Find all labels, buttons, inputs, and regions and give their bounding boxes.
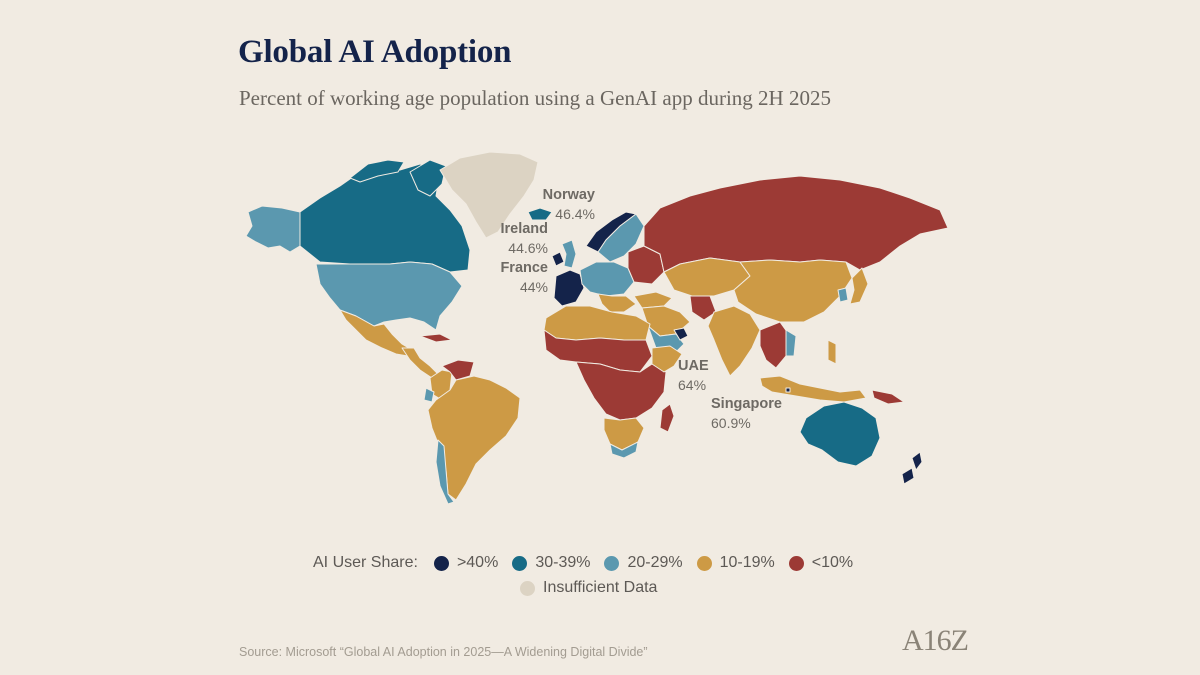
callout-value: 64% — [678, 377, 707, 393]
country-ireland — [551, 251, 565, 267]
region-afghanistan — [689, 295, 717, 321]
callout-value: 44.6% — [508, 240, 548, 256]
region-central-america — [401, 347, 439, 379]
legend-swatch — [696, 555, 712, 571]
legend-item-label: <10% — [811, 554, 854, 571]
region-central-africa — [575, 361, 667, 421]
legend-title: AI User Share: — [313, 554, 418, 571]
country-south-africa — [609, 441, 639, 459]
legend-swatch — [604, 555, 620, 571]
country-russia — [643, 175, 949, 273]
country-madagascar — [659, 403, 675, 433]
country-ecuador — [423, 387, 435, 403]
country-uae — [673, 327, 689, 341]
country-new-zealand — [911, 451, 923, 471]
callout-value: 60.9% — [711, 415, 751, 431]
legend-item-30-39: 30-39% — [512, 554, 590, 572]
source-note: Source: Microsoft “Global AI Adoption in… — [239, 645, 648, 659]
country-usa — [315, 261, 463, 331]
callout-value: 46.4% — [555, 206, 595, 222]
legend-item-insufficient: Insufficient Data — [520, 579, 657, 597]
country-vietnam — [785, 329, 797, 357]
country-new-zealand-south — [901, 467, 915, 485]
map-subtitle: Percent of working age population using … — [239, 86, 831, 110]
callout-country: Norway — [542, 187, 595, 203]
callout-uae: UAE 64% — [678, 357, 758, 395]
legend: AI User Share: >40% 30-39% 20-29% 10-19%… — [313, 554, 867, 572]
legend-swatch — [433, 555, 449, 571]
region-horn-of-africa — [651, 345, 683, 373]
region-southern-europe — [597, 293, 637, 313]
region-western-europe — [553, 269, 585, 307]
callout-country: France — [500, 260, 548, 276]
country-canada — [299, 163, 471, 273]
country-australia — [799, 401, 881, 467]
country-iceland — [527, 207, 553, 221]
callout-country: Singapore — [711, 396, 782, 412]
region-north-africa — [543, 305, 651, 341]
callout-singapore: Singapore 60.9% — [711, 395, 811, 433]
a16z-logo: A16Z — [902, 624, 969, 657]
callout-country: Ireland — [500, 221, 548, 237]
region-south-america — [427, 375, 521, 501]
legend-item-label: 10-19% — [719, 554, 775, 571]
map-title: Global AI Adoption — [238, 34, 512, 70]
legend-item-gt40: >40% — [433, 554, 499, 572]
region-sahel — [543, 329, 653, 373]
country-cuba — [419, 333, 453, 343]
legend-item-10-19: 10-19% — [696, 554, 775, 572]
region-baffin-island — [409, 159, 447, 197]
legend-second-row: Insufficient Data — [520, 579, 671, 597]
country-uk — [561, 239, 577, 269]
legend-item-lt10: <10% — [788, 554, 854, 572]
country-venezuela — [441, 359, 475, 381]
legend-item-label: >40% — [456, 554, 499, 571]
legend-swatch — [512, 555, 528, 571]
region-arctic-islands — [349, 159, 405, 183]
region-china-mongolia — [733, 259, 853, 323]
country-south-korea — [837, 287, 849, 303]
country-turkey — [633, 291, 673, 309]
region-indonesia — [759, 375, 867, 403]
legend-item-label: Insufficient Data — [543, 579, 658, 596]
legend-swatch — [520, 580, 535, 596]
callout-value: 44% — [519, 279, 548, 295]
region-alaska — [245, 205, 301, 253]
country-chile — [435, 439, 455, 505]
country-singapore — [785, 387, 791, 393]
region-greenland — [439, 151, 539, 239]
legend-item-20-29: 20-29% — [604, 554, 683, 572]
country-india — [707, 305, 761, 377]
region-southeast-asia — [759, 321, 791, 369]
country-papua-new-guinea — [871, 389, 905, 405]
callout-country: UAE — [678, 358, 709, 374]
legend-item-label: 30-39% — [535, 554, 591, 571]
callout-ireland: Ireland 44.6% — [470, 220, 548, 258]
country-philippines — [827, 339, 837, 365]
legend-item-label: 20-29% — [627, 554, 683, 571]
country-japan — [849, 267, 869, 305]
legend-swatch — [788, 555, 804, 571]
callout-france: France 44% — [470, 259, 548, 297]
callout-norway: Norway 46.4% — [519, 186, 595, 224]
region-central-europe — [579, 261, 635, 297]
